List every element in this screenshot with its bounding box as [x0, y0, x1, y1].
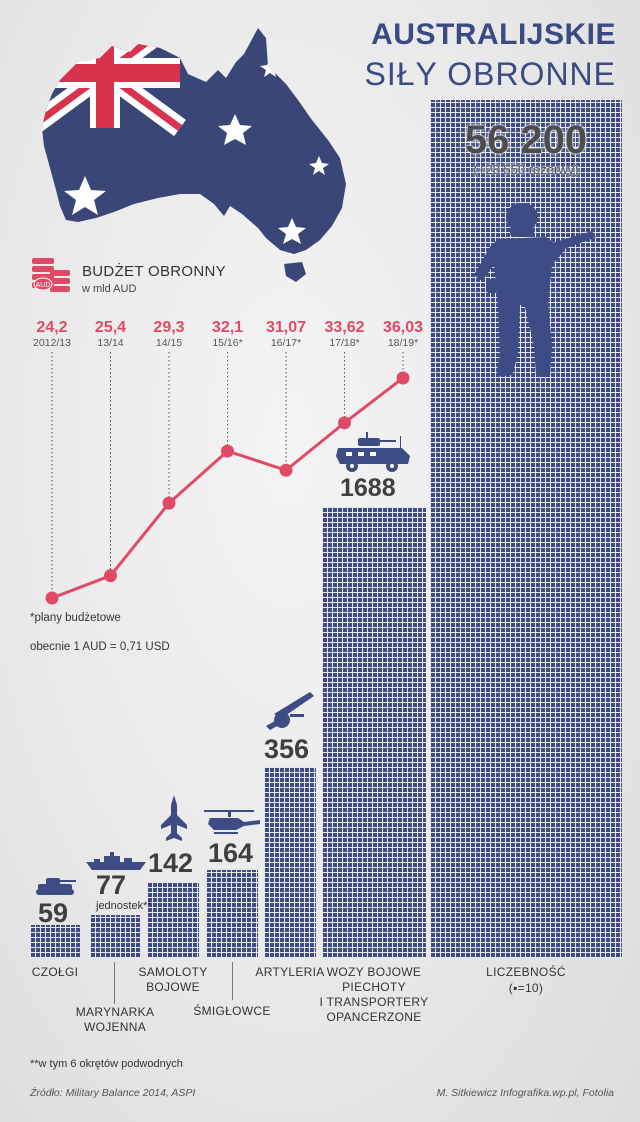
soldier-icon [474, 203, 596, 377]
budget-value-label: 29,3 [153, 319, 184, 336]
credit-text: M. Sitkiewicz Infografika.wp.pl, Fotolia [436, 1087, 614, 1099]
label-helicopters: ŚMIGŁOWCE [193, 1004, 271, 1018]
label-aircraft-line2: BOJOWE [146, 980, 200, 994]
howitzer-icon [266, 692, 314, 730]
bar-aircraft [147, 882, 199, 958]
label-navy-line1: MARYNARKA [75, 1005, 155, 1019]
label-artillery: ARTYLERIA [255, 965, 325, 979]
budget-point-14/15 [162, 496, 176, 510]
budget-year-label: 14/15 [156, 337, 182, 349]
stacked-coins-icon: AUD [32, 258, 70, 292]
budget-point-15/16* [221, 444, 234, 458]
fighter-jet-icon [161, 795, 187, 841]
label-aircraft: SAMOLOTY BOJOWE [130, 965, 216, 995]
label-tanks: CZOŁGI [31, 965, 79, 979]
personnel-grid [430, 100, 622, 958]
australia-flag-map-icon [42, 28, 346, 282]
budget-year-label: 2012/13 [33, 337, 71, 349]
budget-point-16/17* [279, 463, 293, 477]
headcount-value: 56 200 [464, 118, 588, 162]
value-tanks: 59 [38, 898, 69, 928]
budget-value-label: 36,03 [383, 319, 423, 336]
budget-year-label: 16/17* [271, 337, 301, 349]
warship-icon [86, 852, 146, 870]
armored-vehicle-icon [336, 432, 410, 472]
budget-footnote: *plany budżetowe [30, 612, 121, 624]
budget-value-label: 33,62 [324, 319, 364, 336]
title-line-1: AUSTRALIJSKIE [371, 18, 616, 51]
bar-artillery [264, 767, 316, 958]
personnel-scale: (▪=10) [508, 981, 544, 995]
label-ifv-line1: WOZY BOJOWE [326, 965, 422, 979]
aud-coin-label: AUD [36, 282, 51, 289]
headcount-reserve: (+28 550 rezerwy) [473, 162, 579, 177]
exchange-rate-note: obecnie 1 AUD = 0,71 USD [30, 641, 170, 653]
budget-point-18/19* [396, 371, 410, 385]
budget-year-label: 15/16* [212, 337, 242, 349]
source-text: Źródło: Military Balance 2014, ASPI [30, 1087, 196, 1099]
label-ifv-line3: I TRANSPORTERY [319, 995, 429, 1009]
budget-point-17/18* [338, 416, 351, 430]
budget-value-label: 24,2 [36, 319, 67, 336]
budget-year-label: 17/18* [329, 337, 359, 349]
label-ifv: WOZY BOJOWE PIECHOTY I TRANSPORTERY OPAN… [314, 965, 434, 1025]
label-ifv-line4: OPANCERZONE [326, 1010, 422, 1024]
bar-tanks [30, 925, 80, 958]
budget-point-2012/13 [45, 591, 59, 605]
value-aircraft: 142 [148, 848, 194, 878]
title-line-2: SIŁY OBRONNE [364, 56, 616, 92]
budget-point-13/14 [104, 569, 117, 583]
label-ifv-line2: PIECHOTY [342, 980, 406, 994]
label-navy: MARYNARKA WOJENNA [70, 1005, 160, 1035]
helicopters-connector [232, 962, 233, 1000]
budget-value-label: 31,07 [266, 319, 306, 336]
budget-title: BUDŻET OBRONNY [82, 263, 226, 280]
label-personnel: LICZEBNOŚĆ [486, 965, 566, 979]
budget-year-label: 13/14 [97, 337, 123, 349]
value-artillery: 356 [264, 734, 310, 764]
value-navy: 77 [96, 870, 127, 900]
navy-unit-label: jednostek** [96, 900, 152, 912]
bar-helicopters [206, 870, 258, 958]
value-helicopters: 164 [208, 838, 254, 868]
label-navy-line2: WOJENNA [83, 1020, 147, 1034]
navy-connector [114, 962, 115, 1004]
bar-ifv [322, 507, 426, 958]
helicopter-icon [204, 810, 260, 834]
navy-footnote: **w tym 6 okrętów podwodnych [30, 1058, 183, 1070]
budget-value-label: 25,4 [95, 319, 126, 336]
label-aircraft-line1: SAMOLOTY [138, 965, 208, 979]
value-ifv: 1688 [340, 474, 396, 502]
budget-value-label: 32,1 [212, 319, 243, 336]
tank-icon [36, 878, 76, 895]
bar-navy [90, 915, 140, 958]
budget-year-label: 18/19* [388, 337, 418, 349]
budget-unit: w mld AUD [82, 283, 137, 295]
